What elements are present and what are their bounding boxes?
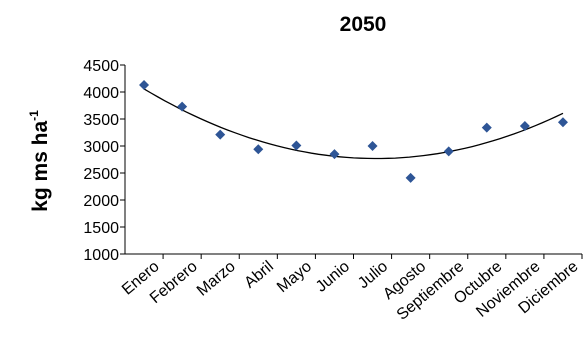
data-point	[253, 144, 264, 155]
y-ticks: 1000 1500 2000 2500 3000 3500 4000 4500	[83, 58, 125, 264]
y-tick-label: 4500	[83, 58, 119, 75]
data-point	[519, 121, 530, 132]
y-axis-label-main: kg ms ha	[29, 121, 52, 212]
data-point	[291, 140, 302, 151]
data-point	[367, 141, 378, 151]
y-tick-label: 2000	[83, 193, 119, 210]
x-tick-label: Abril	[241, 258, 276, 292]
data-point	[329, 149, 340, 160]
data-point	[139, 79, 150, 90]
data-points	[139, 79, 568, 183]
x-tick-label: Marzo	[194, 258, 239, 300]
data-point	[557, 117, 568, 128]
y-tick-label: 3500	[83, 112, 119, 129]
y-tick-label: 3000	[83, 139, 119, 156]
y-tick-label: 1000	[83, 247, 119, 264]
x-tick-label: Mayo	[274, 258, 315, 296]
y-axis-label: kg ms ha-1	[27, 110, 52, 212]
data-point	[405, 172, 416, 183]
y-tick-label: 4000	[83, 85, 119, 102]
y-tick-label: 1500	[83, 220, 119, 237]
chart-title: 2050	[340, 13, 387, 36]
data-point	[481, 122, 492, 133]
data-point	[443, 146, 454, 157]
data-point	[215, 129, 226, 140]
x-tick-label: Junio	[313, 258, 353, 296]
y-tick-label: 2500	[83, 166, 119, 183]
data-point	[177, 101, 188, 112]
trendline	[143, 88, 564, 160]
y-axis-label-superscript: -1	[27, 110, 41, 121]
